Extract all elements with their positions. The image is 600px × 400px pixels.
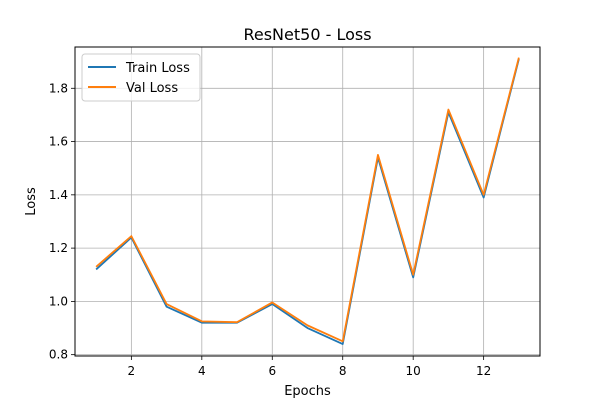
x-tick-label: 12 bbox=[476, 364, 491, 378]
x-axis-label: Epochs bbox=[284, 384, 331, 399]
series-line-val-loss bbox=[95, 57, 520, 343]
legend-label-train-loss: Train Loss bbox=[125, 61, 190, 76]
x-tick-label: 8 bbox=[339, 364, 347, 378]
chart-title: ResNet50 - Loss bbox=[243, 25, 371, 44]
legend-label-val-loss: Val Loss bbox=[126, 81, 178, 96]
axis-ticks: 2 4 6 8 10 12 0.8 1.0 1.2 1.4 1.6 1.8 bbox=[49, 81, 491, 378]
x-tick-label: 10 bbox=[406, 364, 421, 378]
x-tick-label: 2 bbox=[128, 364, 136, 378]
y-tick-label: 0.8 bbox=[49, 348, 68, 362]
y-axis-label: Loss bbox=[24, 187, 39, 216]
y-tick-label: 1.4 bbox=[49, 188, 68, 202]
y-tick-label: 1.6 bbox=[49, 135, 68, 149]
legend: Train Loss Val Loss bbox=[81, 53, 201, 102]
x-tick-label: 6 bbox=[268, 364, 276, 378]
legend-box bbox=[81, 53, 201, 102]
series-lines bbox=[95, 57, 520, 345]
x-tick-label: 4 bbox=[198, 364, 206, 378]
plot-frame bbox=[74, 46, 541, 357]
y-tick-label: 1.2 bbox=[49, 241, 68, 255]
y-tick-label: 1.0 bbox=[49, 294, 68, 308]
y-tick-label: 1.8 bbox=[49, 81, 68, 95]
